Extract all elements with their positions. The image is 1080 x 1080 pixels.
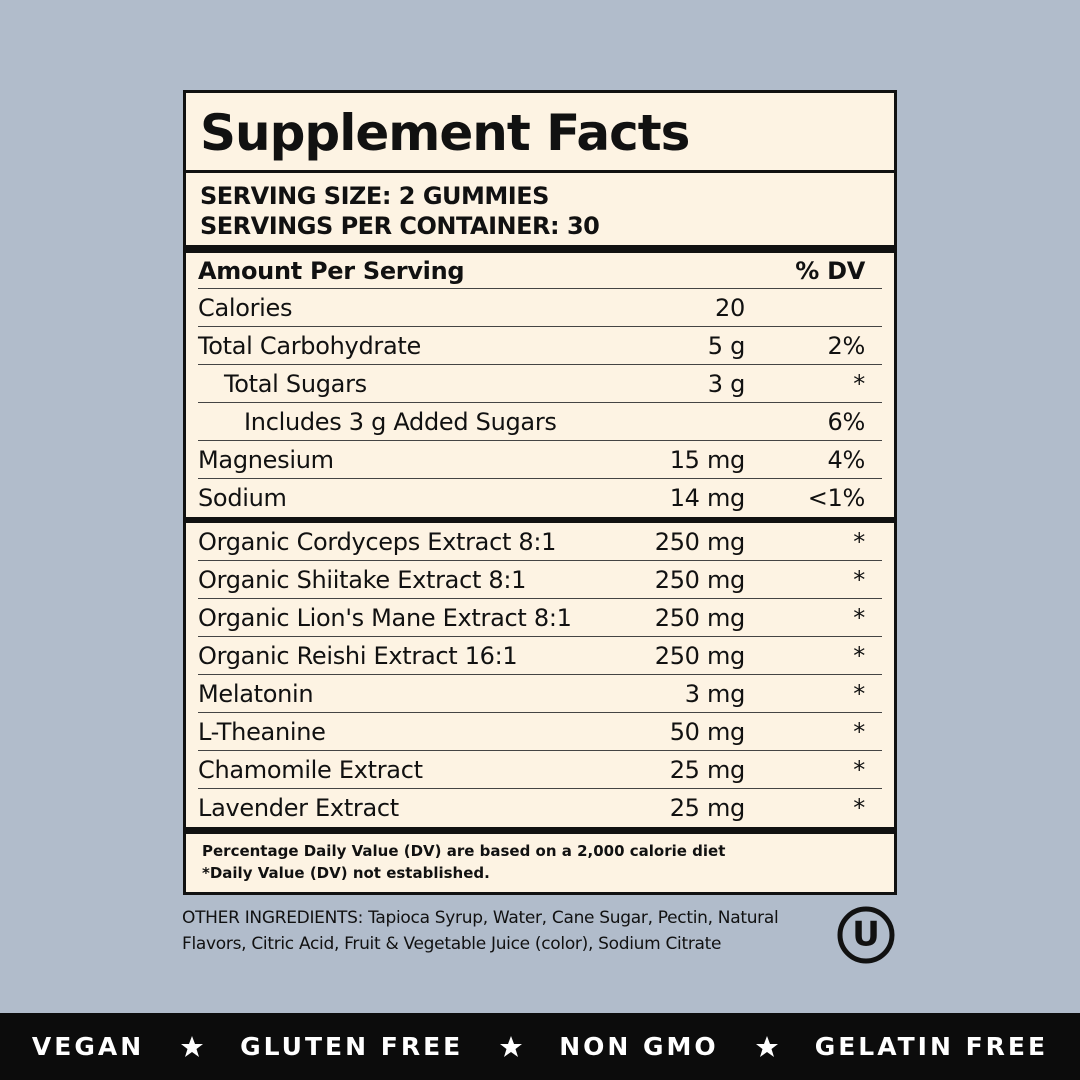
item-amount: 3 g: [707, 369, 746, 398]
facts-panel: Supplement Facts SERVING SIZE: 2 GUMMIES…: [183, 90, 897, 895]
item-name: L-Theanine: [198, 717, 326, 746]
row: Lavender Extract 25 mg *: [198, 789, 882, 827]
item-name: Calories: [198, 293, 293, 322]
divider: [186, 827, 894, 834]
item-name: Organic Shiitake Extract 8:1: [198, 565, 527, 594]
item-amount: 25 mg: [669, 755, 746, 784]
item-name: Lavender Extract: [198, 794, 399, 822]
row: Organic Shiitake Extract 8:1 250 mg *: [198, 561, 882, 599]
item-dv: *: [853, 717, 865, 746]
row: Sodium 14 mg <1%: [198, 479, 882, 517]
item-amount: 14 mg: [669, 484, 746, 512]
item-name: Organic Reishi Extract 16:1: [198, 641, 518, 670]
row: Melatonin 3 mg *: [198, 675, 882, 713]
divider: [186, 517, 894, 523]
item-dv: *: [853, 641, 865, 670]
item-dv: *: [853, 369, 865, 398]
star-shape: [755, 1035, 778, 1057]
kosher-circle: [837, 906, 895, 964]
item-dv: 4%: [827, 445, 866, 474]
row: Includes 3 g Added Sugars 6%: [198, 403, 882, 441]
badge-band: VEGAN GLUTEN FREE NON GMO GELATIN FREE: [0, 1013, 1080, 1080]
item-dv: *: [853, 565, 865, 594]
row: Organic Lion's Mane Extract 8:1 250 mg *: [198, 599, 882, 637]
footnote: Percentage Daily Value (DV) are based on…: [202, 842, 726, 860]
item-amount: 3 mg: [684, 679, 746, 708]
item-amount: 20: [715, 293, 745, 322]
row: Organic Cordyceps Extract 8:1 250 mg *: [198, 523, 882, 561]
kosher-mark: U: [837, 906, 895, 964]
serving-size: SERVING SIZE: 2 GUMMIES: [200, 182, 549, 210]
kosher-letter: U: [852, 915, 880, 955]
item-dv: *: [853, 603, 865, 632]
header-dv: % DV: [795, 256, 865, 285]
ingredient-table: Organic Cordyceps Extract 8:1 250 mg * Orga…: [186, 523, 894, 827]
item-amount: 250 mg: [654, 565, 746, 594]
star: [500, 1035, 523, 1057]
badge: VEGAN: [31, 1032, 145, 1061]
item-name: Organic Lion's Mane Extract 8:1: [198, 603, 572, 632]
item-dv: <1%: [807, 484, 866, 512]
star-shape: [181, 1035, 204, 1057]
footnotes: Percentage Daily Value (DV) are based on…: [186, 834, 894, 890]
item-dv: 6%: [827, 407, 866, 436]
nutrient-table: Amount Per Serving % DV Calories 20 Total …: [186, 253, 894, 517]
row: Total Carbohydrate 5 g 2%: [198, 327, 882, 365]
item-name: Chamomile Extract: [198, 755, 423, 784]
header-amount: Amount Per Serving: [198, 256, 465, 285]
other-ingredients: OTHER INGREDIENTS: Tapioca Syrup, Water,…: [182, 908, 779, 954]
row: Magnesium 15 mg 4%: [198, 441, 882, 479]
servings-per-container: SERVINGS PER CONTAINER: 30: [200, 212, 600, 240]
header-row: Amount Per Serving % DV: [198, 253, 882, 289]
item-dv: 2%: [827, 331, 866, 360]
item-name: Organic Cordyceps Extract 8:1: [198, 527, 557, 556]
item-name: Total Sugars: [224, 369, 367, 398]
row: L-Theanine 50 mg *: [198, 713, 882, 751]
item-dv: *: [853, 755, 865, 784]
item-dv: *: [853, 794, 865, 822]
badge: NON GMO: [559, 1032, 719, 1061]
item-amount: 50 mg: [669, 717, 746, 746]
item-amount: 250 mg: [654, 641, 746, 670]
row: Organic Reishi Extract 16:1 250 mg *: [198, 637, 882, 675]
item-name: Magnesium: [198, 445, 334, 474]
item-name: Total Carbohydrate: [198, 331, 421, 360]
badge: GELATIN FREE: [814, 1032, 1049, 1061]
star: [181, 1035, 204, 1057]
item-dv: *: [853, 527, 865, 556]
item-name: Includes 3 g Added Sugars: [244, 407, 557, 436]
item-name: Melatonin: [198, 679, 314, 708]
star-shape: [500, 1035, 523, 1057]
row: Total Sugars 3 g *: [198, 365, 882, 403]
item-amount: 25 mg: [669, 794, 746, 822]
row: Calories 20: [198, 289, 882, 327]
row: Chamomile Extract 25 mg *: [198, 751, 882, 789]
title: Supplement Facts: [186, 93, 894, 173]
item-amount: 250 mg: [654, 527, 746, 556]
item-dv: *: [853, 679, 865, 708]
serving-info: SERVING SIZE: 2 GUMMIES SERVINGS PER CON…: [186, 173, 894, 253]
item-name: Sodium: [198, 484, 287, 512]
item-amount: 250 mg: [654, 603, 746, 632]
footnote: *Daily Value (DV) not established.: [202, 864, 490, 882]
star: [755, 1035, 778, 1057]
badge: GLUTEN FREE: [240, 1032, 464, 1061]
item-amount: 5 g: [707, 331, 746, 360]
item-amount: 15 mg: [669, 445, 746, 474]
